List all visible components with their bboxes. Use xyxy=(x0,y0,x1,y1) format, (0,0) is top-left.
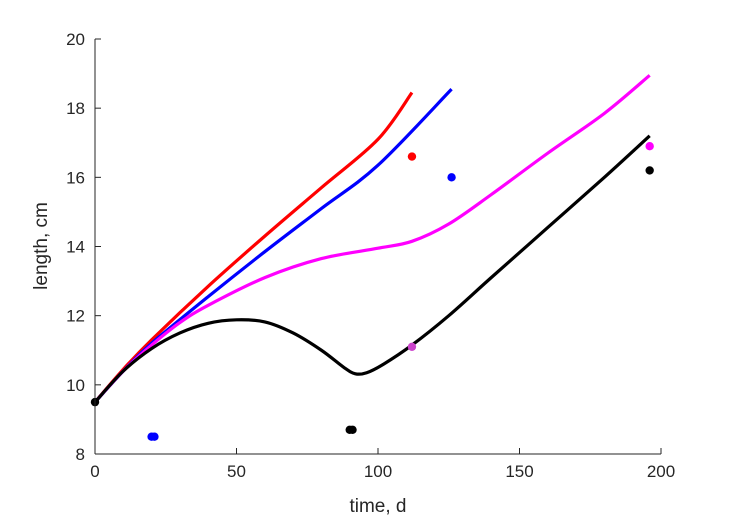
y-axis-ticks: 8 10 12 14 16 18 20 xyxy=(66,30,101,464)
observed-point xyxy=(645,166,654,175)
y-tick-label: 12 xyxy=(66,307,85,326)
observed-points xyxy=(90,142,654,441)
x-axis-label: time, d xyxy=(349,496,406,517)
y-tick-label: 10 xyxy=(66,376,85,395)
x-tick-label: 0 xyxy=(90,462,99,481)
observed-point xyxy=(407,342,417,351)
x-tick-label: 200 xyxy=(647,462,675,481)
observed-point xyxy=(645,142,654,151)
x-tick-label: 150 xyxy=(505,462,533,481)
x-tick-label: 50 xyxy=(227,462,246,481)
series-line-3 xyxy=(93,74,651,404)
y-tick-label: 8 xyxy=(76,445,85,464)
series-lines xyxy=(93,74,651,404)
x-tick-label: 100 xyxy=(364,462,392,481)
observed-point xyxy=(348,425,357,434)
series-line-4 xyxy=(93,134,651,404)
observed-point xyxy=(407,152,417,161)
observed-point xyxy=(447,173,456,182)
y-axis-label: length, cm xyxy=(31,202,52,290)
y-tick-label: 16 xyxy=(66,168,85,187)
plot-area: 0 50 100 150 200 8 10 12 14 16 18 20 xyxy=(66,30,675,481)
x-axis-ticks: 0 50 100 150 200 xyxy=(90,448,675,481)
y-tick-label: 14 xyxy=(66,238,85,257)
y-tick-label: 20 xyxy=(66,30,85,49)
y-tick-label: 18 xyxy=(66,99,85,118)
observed-point xyxy=(150,432,159,441)
